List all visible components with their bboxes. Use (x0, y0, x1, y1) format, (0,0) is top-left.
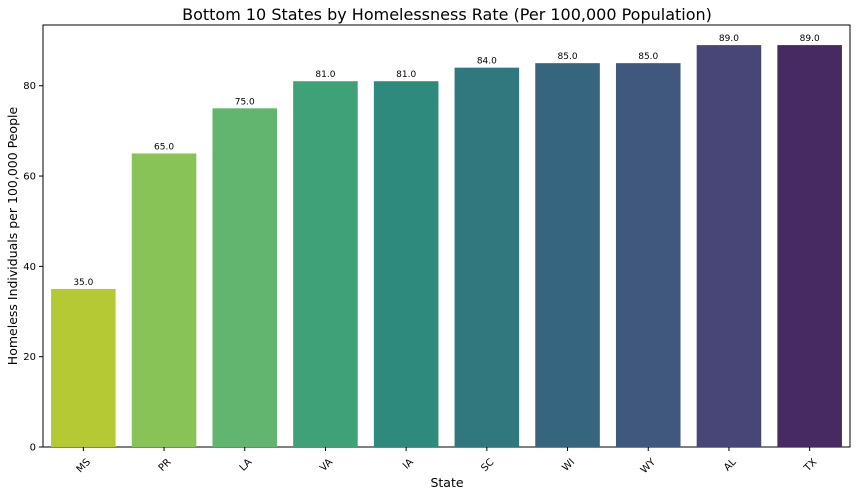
y-tick-label-80: 80 (23, 81, 36, 92)
bar-sc (454, 67, 520, 448)
bar-value-label-tx: 89.0 (800, 34, 820, 44)
y-tick-label-60: 60 (23, 172, 36, 183)
y-tick-label-20: 20 (23, 352, 36, 363)
x-tick-label-sc: SC (479, 457, 496, 474)
x-tick-label-wi: WI (560, 457, 577, 474)
bar-value-label-ms: 35.0 (73, 278, 93, 288)
x-tick-label-pr: PR (157, 457, 174, 474)
x-tick-label-la: LA (238, 457, 255, 474)
bar-wy (615, 63, 681, 447)
y-axis: 0 20 40 60 80 (23, 81, 43, 454)
bar-tx (777, 45, 842, 447)
x-tick-label-al: AL (722, 457, 739, 474)
chart-title: Bottom 10 States by Homelessness Rate (P… (182, 5, 712, 24)
y-tick-label-0: 0 (30, 443, 36, 454)
y-tick-label-40: 40 (23, 262, 36, 273)
bar-ia (373, 81, 439, 447)
bar-value-label-va: 81.0 (315, 70, 335, 80)
y-axis-label: Homeless Individuals per 100,000 People (5, 107, 20, 366)
bar-value-label-wi: 85.0 (558, 52, 578, 62)
bar-value-label-ia: 81.0 (396, 70, 416, 80)
bar-value-label-sc: 84.0 (477, 57, 497, 67)
x-tick-label-ia: IA (401, 457, 416, 472)
x-tick-label-tx: TX (802, 457, 820, 475)
bar-la (212, 108, 278, 447)
bar-value-label-wy: 85.0 (638, 52, 658, 62)
bar-value-label-al: 89.0 (719, 34, 739, 44)
x-axis-label: State (430, 475, 463, 490)
x-tick-label-ms: MS (75, 457, 93, 475)
bars-group (51, 45, 842, 448)
bar-va (293, 81, 358, 447)
bar-ms (51, 288, 116, 447)
bar-labels-group: 35.0 65.0 75.0 81.0 81.0 84.0 85.0 85.0 89.0 89.0 (73, 34, 820, 288)
x-tick-label-wy: WY (639, 456, 659, 476)
bar-wi (535, 63, 600, 447)
bar-al (696, 45, 762, 447)
plot-area (42, 24, 851, 448)
x-tick-label-va: VA (318, 457, 335, 474)
bar-pr (131, 153, 197, 447)
x-axis: MS PR LA VA IA SC WI WY AL TX (75, 447, 820, 476)
bar-value-label-la: 75.0 (235, 97, 255, 107)
bar-value-label-pr: 65.0 (154, 142, 174, 152)
